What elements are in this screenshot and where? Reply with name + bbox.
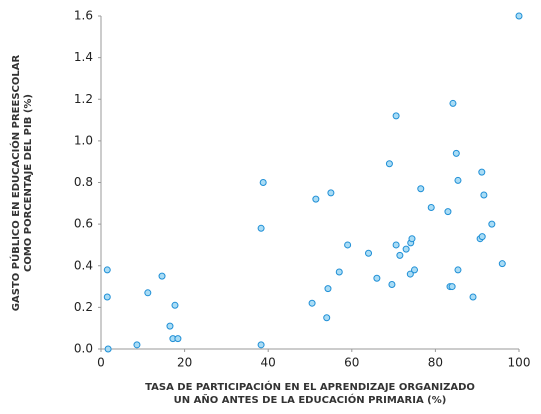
x-tick-label: 40 [261, 356, 276, 370]
point [478, 233, 486, 241]
point [174, 335, 182, 343]
point [488, 220, 496, 228]
x-axis-title-line: TASA DE PARTICIPACIÓN EN EL APRENDIZAJE … [145, 380, 475, 393]
point [444, 208, 452, 216]
y-axis-title-line: COMO PORCENTAJE DEL PIB (%) [23, 94, 34, 272]
point [171, 301, 179, 309]
point [478, 168, 486, 176]
point [448, 283, 456, 291]
x-tick-label: 60 [344, 356, 359, 370]
point [144, 289, 152, 297]
x-tick-label: 20 [177, 356, 192, 370]
point [449, 99, 457, 107]
point [323, 314, 331, 322]
point [103, 266, 111, 274]
point [373, 274, 381, 282]
point [257, 224, 265, 232]
point [392, 241, 400, 249]
point [402, 245, 410, 253]
point [344, 241, 352, 249]
y-tick-label: 0.4 [74, 258, 93, 272]
x-tick-label: 0 [97, 356, 105, 370]
y-tick-label: 0.0 [74, 342, 93, 356]
point [454, 266, 462, 274]
x-axis-title-line: UN AÑO ANTES DE LA EDUCACIÓN PRIMARIA (%… [174, 393, 447, 406]
point [392, 112, 400, 120]
point [385, 160, 393, 168]
point [327, 189, 335, 197]
point [396, 251, 404, 259]
point [312, 195, 320, 203]
point [365, 249, 373, 257]
y-tick-label: 1.4 [74, 50, 93, 64]
y-tick-label: 1.0 [74, 133, 93, 147]
x-tick-label: 80 [428, 356, 443, 370]
point [324, 285, 332, 293]
point [257, 341, 265, 349]
point [103, 293, 111, 301]
y-axis-title-line: GASTO PÚBLICO EN EDUCACIÓN PREESCOLAR [9, 54, 22, 311]
point [408, 235, 416, 243]
point [133, 341, 141, 349]
point [480, 191, 488, 199]
y-tick-label: 1.2 [74, 92, 93, 106]
point [158, 272, 166, 280]
point [411, 266, 418, 274]
point [417, 185, 425, 193]
point [259, 179, 267, 186]
point [469, 293, 477, 301]
point [454, 176, 462, 184]
point [104, 345, 112, 353]
point [308, 299, 316, 307]
point [515, 12, 523, 20]
y-tick-label: 1.6 [74, 9, 93, 23]
y-tick-label: 0.8 [74, 175, 93, 189]
point [166, 322, 174, 330]
point [452, 149, 460, 157]
y-axis-title: GASTO PÚBLICO EN EDUCACIÓN PREESCOLAR CO… [9, 54, 34, 311]
x-tick-label: 100 [508, 356, 531, 370]
point [498, 260, 506, 268]
y-tick-label: 0.6 [74, 217, 93, 231]
point [335, 268, 343, 276]
y-tick-label: 0.2 [74, 300, 93, 314]
point [388, 280, 396, 288]
point [406, 270, 414, 278]
point [427, 203, 435, 211]
